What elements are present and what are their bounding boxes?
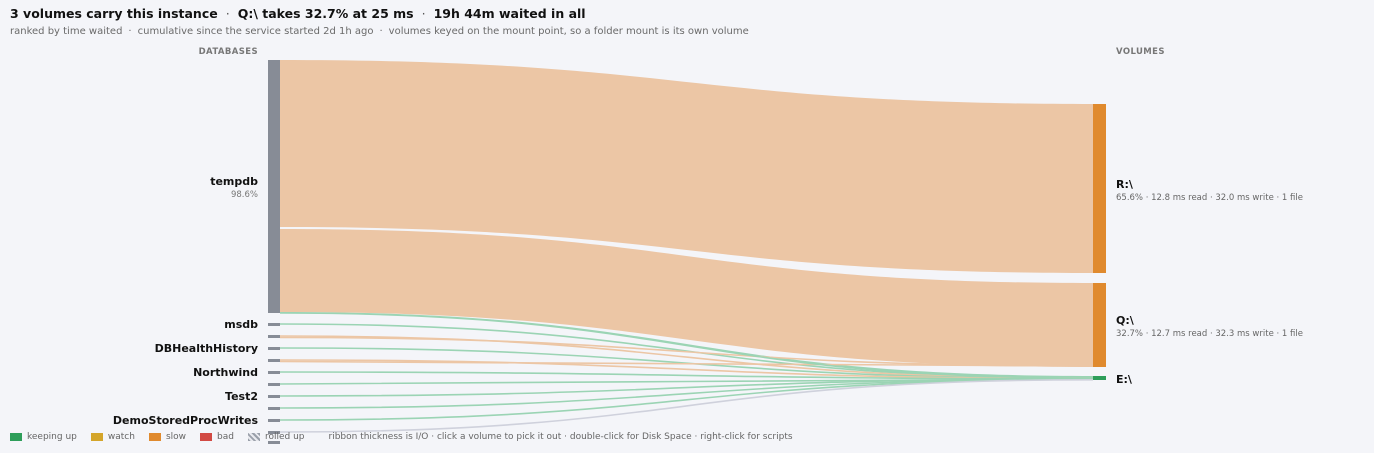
- volumes-column-header: VOLUMES: [1116, 47, 1165, 57]
- volume-label-q[interactable]: Q:\ 32.7% · 12.7 ms read · 32.3 ms write…: [1116, 314, 1303, 339]
- db-node-5[interactable]: [268, 371, 280, 374]
- subline-ranking: ranked by time waited: [10, 26, 123, 37]
- db-name: tempdb: [210, 175, 258, 188]
- rolled-up-swatch: [247, 433, 260, 441]
- db-node-10[interactable]: [268, 431, 280, 434]
- legend-item-keeping-up: keeping up: [10, 432, 77, 442]
- legend-item-slow: slow: [148, 432, 186, 442]
- legend-label: rolled up: [264, 432, 305, 442]
- legend-label: keeping up: [27, 432, 77, 442]
- ribbon-db-9-to-e[interactable]: [279, 378, 1094, 421]
- headline-total-wait: 19h 44m waited in all: [433, 6, 586, 21]
- volume-name: E:\: [1116, 373, 1132, 386]
- legend-label: watch: [107, 432, 135, 442]
- ribbon-db-4-to-q[interactable]: [279, 360, 1094, 367]
- legend-label: bad: [217, 432, 234, 442]
- ribbon-tempdb-edge[interactable]: [279, 312, 1094, 379]
- volume-stats: 65.6% · 12.8 ms read · 32.0 ms write · 1…: [1116, 193, 1303, 203]
- ribbon-db-5-to-e[interactable]: [279, 371, 1094, 380]
- interaction-hint: ribbon thickness is I/O · click a volume…: [328, 432, 793, 442]
- headline-top-volume: Q:\ takes 32.7% at 25 ms: [237, 6, 414, 21]
- db-node-7[interactable]: [268, 395, 280, 398]
- db-label-msdb: msdb: [224, 318, 258, 331]
- headline: 3 volumes carry this instance · Q:\ takes …: [10, 6, 586, 21]
- volume-label-e[interactable]: E:\: [1116, 373, 1132, 386]
- subline-cumulative: cumulative since the service started 2d …: [137, 26, 374, 37]
- ribbon-db-7-to-e[interactable]: [279, 378, 1094, 397]
- db-label-dbhealthhistory: DBHealthHistory: [154, 342, 258, 355]
- keeping-up-swatch: [10, 433, 22, 441]
- db-node-6[interactable]: [268, 383, 280, 386]
- volume-name: Q:\: [1116, 314, 1134, 327]
- db-node-9[interactable]: [268, 419, 280, 422]
- db-node-2[interactable]: [268, 335, 280, 338]
- databases-column-header: DATABASES: [198, 47, 258, 57]
- headline-volume-count: 3 volumes carry this instance: [10, 6, 218, 21]
- volume-node-q[interactable]: [1093, 283, 1106, 367]
- db-node-8[interactable]: [268, 407, 280, 410]
- subline-volume-key: volumes keyed on the mount point, so a f…: [388, 26, 749, 37]
- db-node-tempdb[interactable]: [268, 60, 280, 313]
- db-node-1[interactable]: [268, 323, 280, 326]
- db-label-demostoredprocwrites: DemoStoredProcWrites: [112, 414, 258, 427]
- db-node-4[interactable]: [268, 359, 280, 362]
- db-node-3[interactable]: [268, 347, 280, 350]
- volume-node-e[interactable]: [1093, 376, 1106, 380]
- legend: keeping up watch slow bad rolled up ribb…: [10, 432, 793, 442]
- legend-item-rolled-up: rolled up: [247, 432, 305, 442]
- db-label-test2: Test2: [225, 390, 258, 403]
- legend-item-bad: bad: [200, 432, 234, 442]
- ribbon-tempdb-to-r[interactable]: [280, 60, 1093, 273]
- volume-name: R:\: [1116, 178, 1133, 191]
- subline: ranked by time waited · cumulative since t…: [10, 26, 749, 37]
- ribbon-db-8-to-e[interactable]: [279, 378, 1094, 409]
- db-label-northwind: Northwind: [193, 366, 258, 379]
- volume-node-r[interactable]: [1093, 104, 1106, 273]
- legend-item-watch: watch: [90, 432, 135, 442]
- ribbon-tempdb-to-q[interactable]: [280, 229, 1093, 367]
- slow-swatch: [148, 433, 161, 441]
- watch-swatch: [90, 433, 103, 441]
- db-node-11[interactable]: [268, 441, 280, 444]
- ribbon-db-6-to-e[interactable]: [279, 378, 1094, 385]
- volume-stats: 32.7% · 12.7 ms read · 32.3 ms write · 1…: [1116, 329, 1303, 339]
- ribbon-db-10-to-e[interactable]: [279, 379, 1094, 433]
- volume-label-r[interactable]: R:\ 65.6% · 12.8 ms read · 32.0 ms write…: [1116, 178, 1303, 203]
- legend-label: slow: [165, 432, 186, 442]
- db-label-tempdb: tempdb 98.6%: [210, 175, 258, 200]
- bad-swatch: [200, 433, 212, 441]
- db-share: 98.6%: [230, 190, 258, 200]
